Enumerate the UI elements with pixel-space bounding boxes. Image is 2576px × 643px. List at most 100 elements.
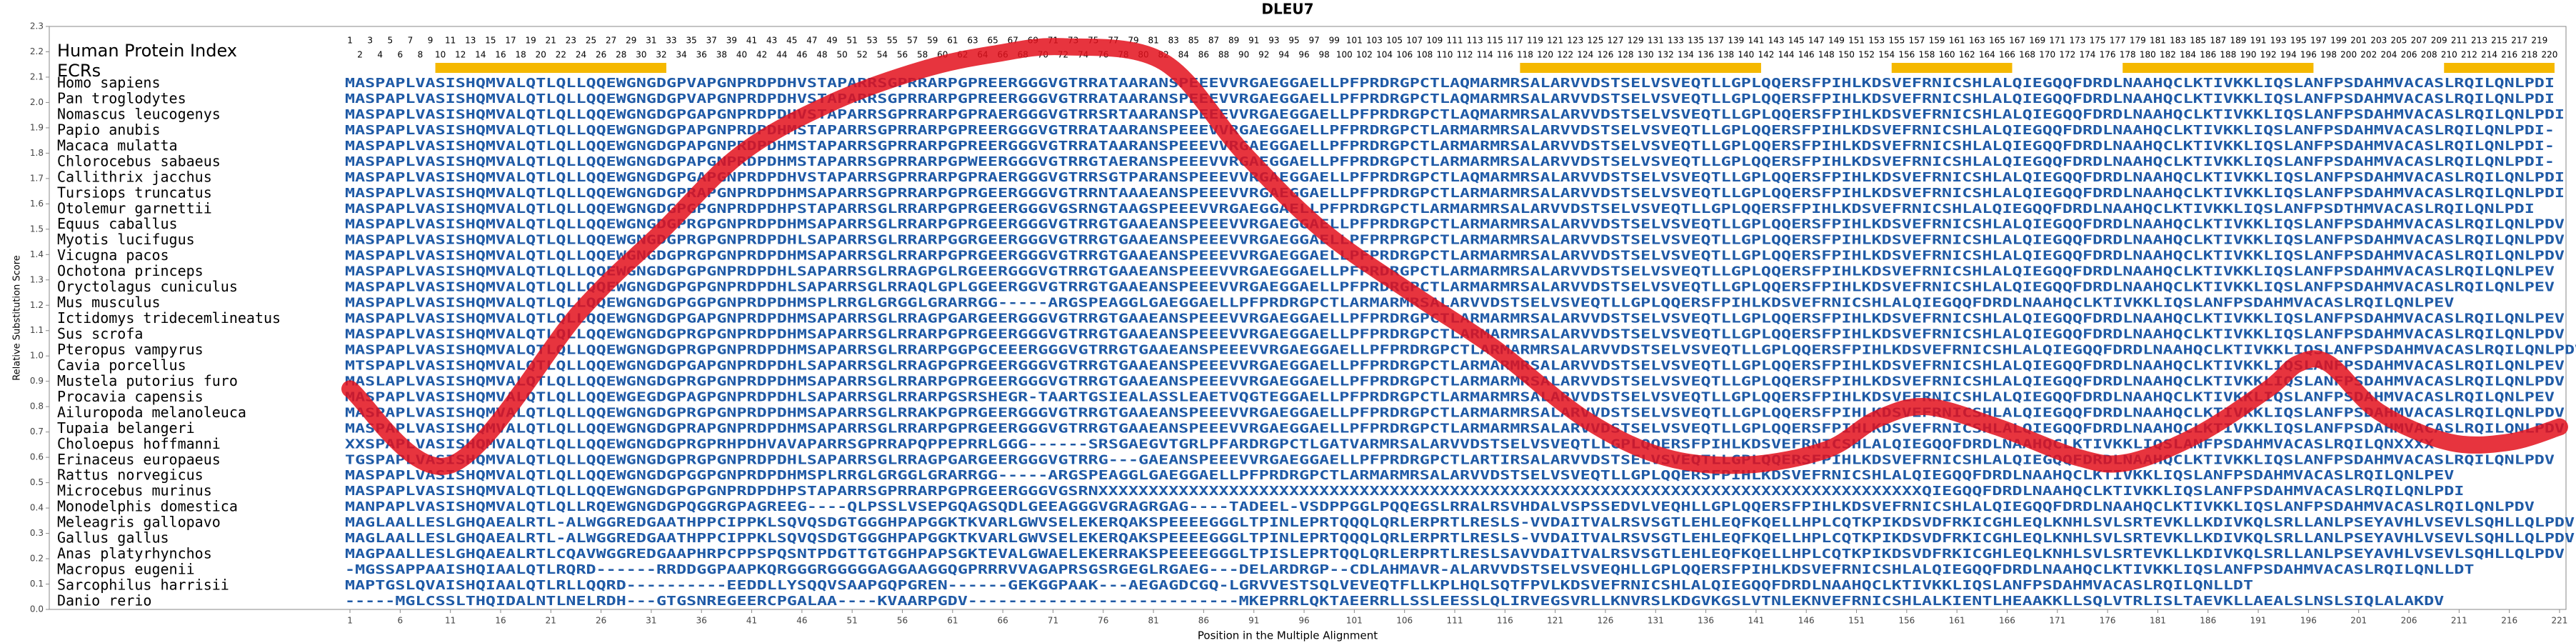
x-tick-label: 81 bbox=[1148, 616, 1158, 626]
x-tick-label: 151 bbox=[1848, 616, 1865, 626]
human-index: 171 bbox=[2049, 36, 2065, 46]
y-tick-label: 0.7 bbox=[30, 427, 44, 437]
x-tick-label: 36 bbox=[696, 616, 707, 626]
human-index: 57 bbox=[907, 36, 918, 46]
human-index: 106 bbox=[1396, 50, 1413, 60]
x-tick-label: 46 bbox=[796, 616, 807, 626]
x-tick-label: 221 bbox=[2552, 616, 2568, 626]
human-index: 176 bbox=[2100, 50, 2116, 60]
species-name: Callithrix jacchus bbox=[57, 168, 212, 185]
human-index: 16 bbox=[495, 50, 506, 60]
human-index: 130 bbox=[1638, 50, 1654, 60]
human-index: 162 bbox=[1959, 50, 1975, 60]
human-index: 132 bbox=[1658, 50, 1674, 60]
x-tick-label: 146 bbox=[1798, 616, 1815, 626]
ecr-bar bbox=[2123, 63, 2314, 73]
species-name: Meleagris gallopavo bbox=[57, 514, 221, 531]
x-tick-label: 191 bbox=[2250, 616, 2267, 626]
human-index: 30 bbox=[636, 50, 646, 60]
x-tick-label: 6 bbox=[398, 616, 404, 626]
human-index: 112 bbox=[1457, 50, 1473, 60]
human-index: 31 bbox=[646, 36, 656, 46]
human-index: 161 bbox=[1949, 36, 1965, 46]
human-index: 1 bbox=[347, 36, 353, 46]
human-index: 200 bbox=[2340, 50, 2357, 60]
x-tick-label: 156 bbox=[1898, 616, 1915, 626]
human-index: 185 bbox=[2190, 36, 2206, 46]
species-name: Pan troglodytes bbox=[57, 89, 186, 106]
sequence: MAGLAALLESLGHQAEALRTL-ALWGGREDGAATHPPCIP… bbox=[345, 531, 2575, 546]
x-tick-label: 56 bbox=[897, 616, 908, 626]
human-index: 192 bbox=[2260, 50, 2277, 60]
sequence: MAPTGSLQVAISHQIAALQTLRLLQQRD----------EE… bbox=[345, 578, 2253, 593]
human-index: 36 bbox=[696, 50, 707, 60]
human-index: 129 bbox=[1628, 36, 1644, 46]
human-index: 61 bbox=[947, 36, 958, 46]
human-index: 95 bbox=[1288, 36, 1299, 46]
x-tick-label: 136 bbox=[1698, 616, 1714, 626]
y-tick-label: 1.7 bbox=[30, 173, 44, 183]
sequence: MASPAPLVASISHQMVALQTLQLLQQEWGNGDGPAPGNPR… bbox=[345, 154, 2555, 169]
species-name: Macaca mulatta bbox=[57, 136, 178, 154]
x-tick-label: 196 bbox=[2300, 616, 2317, 626]
human-index: 210 bbox=[2441, 50, 2457, 60]
human-index: 23 bbox=[566, 36, 576, 46]
human-index: 157 bbox=[1908, 36, 1925, 46]
human-index: 168 bbox=[2019, 50, 2035, 60]
human-index: 211 bbox=[2451, 36, 2467, 46]
human-index: 177 bbox=[2110, 36, 2126, 46]
y-tick-label: 0.3 bbox=[30, 528, 44, 538]
sequence: MAGPAALLESLGHQAEALRTLCQAVWGGREDGAAPHRPCP… bbox=[345, 547, 2565, 562]
y-tick-label: 1.9 bbox=[30, 122, 44, 132]
human-index: 118 bbox=[1517, 50, 1533, 60]
human-index: 217 bbox=[2511, 36, 2527, 46]
x-tick-label: 121 bbox=[1547, 616, 1563, 626]
species-name: Monodelphis domestica bbox=[57, 498, 238, 515]
species-name: Rattus norvegicus bbox=[57, 467, 204, 484]
human-index: 43 bbox=[766, 36, 777, 46]
human-index: 107 bbox=[1406, 36, 1423, 46]
human-index: 152 bbox=[1858, 50, 1875, 60]
x-tick-label: 106 bbox=[1396, 616, 1413, 626]
human-index: 10 bbox=[435, 50, 446, 60]
human-index: 97 bbox=[1308, 36, 1319, 46]
human-index: 99 bbox=[1329, 36, 1340, 46]
y-tick-label: 2.3 bbox=[30, 21, 44, 31]
x-axis-label: Position in the Multiple Alignment bbox=[1198, 629, 1378, 642]
x-tick-label: 186 bbox=[2200, 616, 2216, 626]
human-index: 58 bbox=[917, 50, 928, 60]
human-index: 193 bbox=[2270, 36, 2287, 46]
human-index: 4 bbox=[377, 50, 383, 60]
human-index: 195 bbox=[2290, 36, 2307, 46]
human-index: 26 bbox=[596, 50, 606, 60]
human-index: 196 bbox=[2300, 50, 2317, 60]
x-tick-label: 216 bbox=[2501, 616, 2517, 626]
human-index: 127 bbox=[1608, 36, 1624, 46]
human-index: 143 bbox=[1768, 36, 1785, 46]
human-index: 52 bbox=[857, 50, 868, 60]
sequence: MASPAPLVASISHQMVALQTLQLLQQEWGNGDGPGPGNPR… bbox=[345, 264, 2555, 279]
species-name: Sarcophilus harrisii bbox=[57, 577, 229, 594]
human-index: 218 bbox=[2521, 50, 2537, 60]
human-index: 153 bbox=[1868, 36, 1885, 46]
human-index: 208 bbox=[2421, 50, 2437, 60]
human-index: 219 bbox=[2531, 36, 2547, 46]
species-name: Macropus eugenii bbox=[57, 561, 195, 578]
human-index: 169 bbox=[2029, 36, 2045, 46]
human-index: 194 bbox=[2280, 50, 2297, 60]
x-tick-label: 66 bbox=[998, 616, 1008, 626]
human-index: 186 bbox=[2200, 50, 2216, 60]
human-index: 160 bbox=[1939, 50, 1955, 60]
human-index: 63 bbox=[967, 36, 978, 46]
human-index: 173 bbox=[2069, 36, 2085, 46]
ecr-bar bbox=[1891, 63, 2013, 73]
human-index: 47 bbox=[806, 36, 817, 46]
human-index: 220 bbox=[2541, 50, 2557, 60]
index-label: Human Protein Index bbox=[57, 41, 237, 61]
human-index: 38 bbox=[716, 50, 727, 60]
x-tick-label: 41 bbox=[746, 616, 757, 626]
sequence: TGSPAPLVASISHQMVALQTLQLLQQEWGNGDGPRGPGNP… bbox=[345, 452, 2555, 467]
human-index: 27 bbox=[606, 36, 616, 46]
sequence: -MGSSAPPAAISHQIAALQTLRQRD------RRDDGGPAA… bbox=[345, 562, 2475, 577]
